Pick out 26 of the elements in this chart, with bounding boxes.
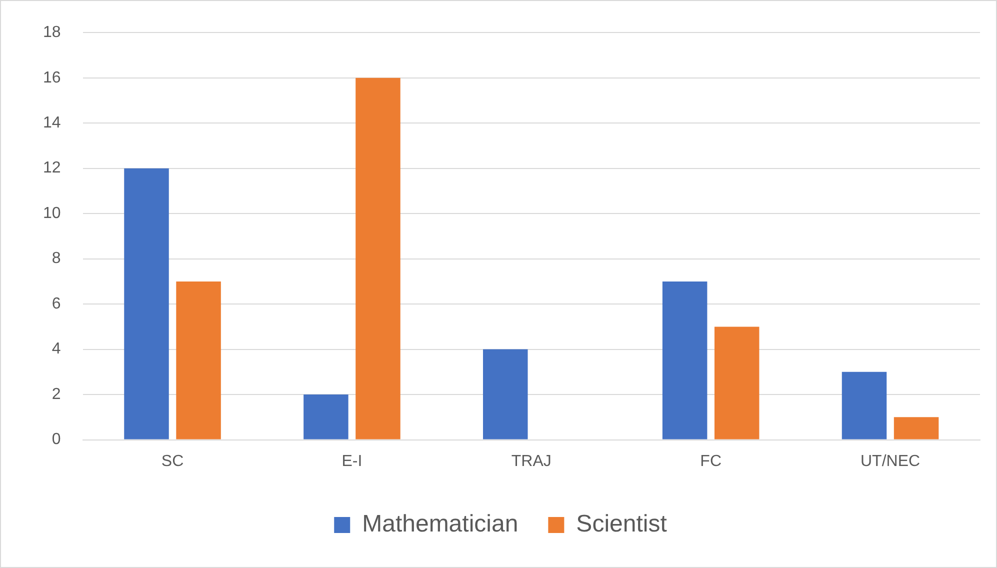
x-tick-label: UT/NEC bbox=[860, 452, 920, 470]
y-tick-label: 4 bbox=[52, 340, 61, 358]
y-tick-label: 2 bbox=[52, 386, 61, 403]
y-tick-label: 12 bbox=[43, 160, 61, 177]
y-tick-label: 14 bbox=[43, 114, 61, 132]
bar bbox=[894, 417, 939, 440]
y-tick-label: 0 bbox=[52, 431, 61, 448]
y-tick-label: 6 bbox=[52, 295, 61, 312]
bar bbox=[356, 78, 400, 440]
bar bbox=[483, 349, 528, 440]
legend-label: Mathematician bbox=[362, 510, 518, 538]
bar bbox=[304, 394, 348, 440]
y-tick-label: 18 bbox=[43, 24, 61, 42]
bar bbox=[842, 372, 887, 440]
x-tick-label: FC bbox=[700, 452, 722, 470]
bar bbox=[124, 168, 169, 440]
bar bbox=[714, 326, 760, 440]
y-tick-label: 10 bbox=[43, 204, 61, 222]
legend-label: Scientist bbox=[576, 510, 668, 538]
bar bbox=[662, 281, 708, 440]
bar bbox=[176, 281, 221, 440]
x-tick-label: E-I bbox=[342, 452, 362, 470]
y-tick-label: 16 bbox=[43, 69, 61, 86]
x-tick-label: SC bbox=[161, 452, 184, 470]
y-tick-label: 8 bbox=[52, 250, 61, 268]
x-tick-label: TRAJ bbox=[511, 452, 552, 470]
